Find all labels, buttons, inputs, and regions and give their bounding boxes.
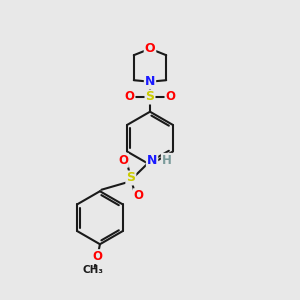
Text: N: N — [145, 75, 155, 88]
Text: O: O — [134, 189, 144, 202]
Text: S: S — [146, 91, 154, 103]
Text: H: H — [162, 154, 172, 167]
Text: O: O — [145, 42, 155, 55]
Text: O: O — [118, 154, 128, 167]
Text: O: O — [124, 91, 134, 103]
Text: S: S — [126, 172, 135, 184]
Text: CH₃: CH₃ — [83, 265, 104, 275]
Text: O: O — [92, 250, 102, 263]
Text: N: N — [147, 154, 157, 167]
Text: O: O — [166, 91, 176, 103]
